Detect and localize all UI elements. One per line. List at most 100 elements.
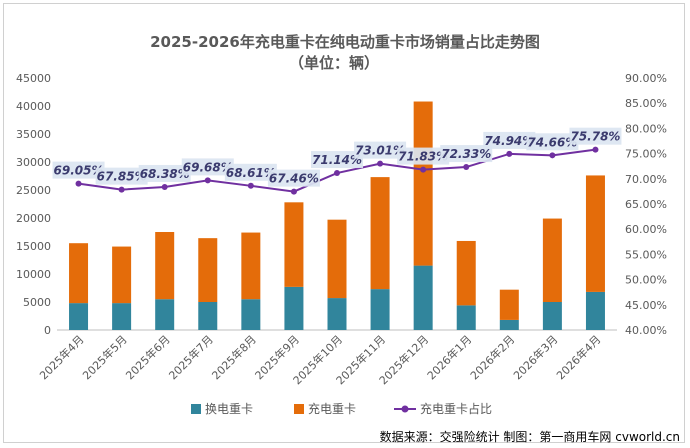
data-label: 71.14% [312, 153, 362, 167]
source-note: 数据来源：交强险统计 制图：第一商用车网 cvworld.cn [380, 429, 680, 444]
bar-charge [241, 232, 261, 300]
legend-swatch-charge [294, 404, 304, 414]
bar-swap [69, 303, 89, 330]
data-label: 69.05% [54, 164, 104, 178]
data-label: 68.38% [140, 167, 190, 181]
x-tick-label: 2025年6月 [123, 332, 173, 382]
x-tick-label: 2025年4月 [36, 332, 86, 382]
data-label: 68.61% [226, 166, 276, 180]
data-label-box [483, 131, 536, 149]
bar-swap [499, 319, 519, 330]
x-tick-label: 2025年5月 [80, 332, 130, 382]
y-right-tick-label: 80.00% [625, 122, 667, 135]
data-label: 74.94% [484, 134, 534, 148]
bar-charge [370, 177, 390, 290]
x-tick-label: 2026年4月 [553, 332, 603, 382]
legend-marker-ratio [401, 405, 409, 413]
ratio-point [290, 188, 297, 195]
data-label-box [138, 164, 191, 182]
bar-swap [284, 286, 304, 330]
data-label: 69.68% [183, 160, 233, 174]
data-label-box [224, 163, 277, 181]
ratio-point [377, 160, 384, 167]
bar-swap [456, 305, 476, 330]
data-label: 73.01% [355, 144, 405, 158]
data-label-box [526, 133, 579, 151]
data-label-box [569, 127, 622, 145]
bars [69, 101, 605, 330]
x-tick-label: 2026年2月 [467, 332, 517, 382]
y-left-tick-label: 0 [44, 324, 51, 337]
bar-swap [413, 265, 433, 330]
data-label-box [354, 141, 407, 159]
y-left-tick-label: 25000 [16, 184, 51, 197]
data-label-box [52, 161, 105, 179]
bar-swap [155, 299, 175, 330]
y-right-tick-label: 55.00% [625, 248, 667, 261]
bar-charge [284, 202, 304, 287]
y-right-tick-label: 65.00% [625, 198, 667, 211]
data-label: 71.83% [398, 150, 448, 164]
y-right-tick-label: 70.00% [625, 173, 667, 186]
legend-label-swap: 换电重卡 [205, 402, 253, 416]
y-right-tick-label: 75.00% [625, 148, 667, 161]
y-right-tick-label: 90.00% [625, 72, 667, 85]
bar-charge [499, 289, 519, 320]
data-label-box [267, 169, 320, 187]
y-left-tick-label: 40000 [16, 100, 51, 113]
ratio-point [161, 183, 168, 190]
bar-charge [69, 243, 89, 304]
ratio-point [463, 164, 470, 171]
ratio-line [75, 146, 599, 195]
y-left-tick-label: 5000 [23, 296, 51, 309]
legend-label-ratio: 充电重卡占比 [420, 401, 492, 416]
ratio-point [592, 146, 599, 153]
bar-charge [155, 232, 175, 300]
legend-label-charge: 充电重卡 [308, 401, 356, 416]
data-label-box [311, 151, 363, 169]
data-label-box [397, 147, 450, 165]
data-label-box [95, 167, 148, 185]
x-tick-label: 2026年3月 [510, 332, 560, 382]
ratio-point [549, 152, 556, 159]
data-label: 67.85% [97, 170, 147, 184]
x-tick-label: 2025年7月 [166, 332, 216, 382]
bar-charge [112, 246, 132, 304]
y-right-tick-label: 85.00% [625, 97, 667, 110]
data-labels: 69.05%67.85%68.38%69.68%68.61%67.46% 71.1… [52, 127, 622, 187]
bar-swap [112, 303, 132, 330]
y-left-tick-label: 10000 [16, 268, 51, 281]
y-right-tick-label: 50.00% [625, 274, 667, 287]
ratio-point [75, 180, 82, 187]
x-tick-label: 2025年8月 [209, 332, 259, 382]
bar-swap [327, 298, 347, 330]
y-left-tick-label: 45000 [16, 72, 51, 85]
ratio-point [334, 170, 340, 177]
data-label: 72.33% [441, 147, 491, 161]
y-left-tick-label: 35000 [16, 128, 51, 141]
data-label: 75.78% [570, 130, 620, 144]
data-label: 74.66% [527, 135, 577, 149]
bar-swap [542, 302, 562, 330]
y-right-tick-label: 60.00% [625, 223, 667, 236]
legend: 换电重卡 充电重卡 充电重卡占比 [191, 401, 492, 416]
ratio-point [420, 166, 427, 173]
data-label-box [440, 145, 493, 163]
ratio-point [247, 182, 254, 189]
bar-charge [542, 218, 562, 302]
ratio-point [204, 177, 211, 184]
y-left-tick-label: 20000 [16, 212, 51, 225]
bar-swap [198, 302, 218, 330]
bar-swap [241, 299, 261, 330]
bar-charge [456, 240, 476, 306]
legend-swatch-swap [191, 404, 201, 414]
y-right-tick-label: 40.00% [625, 324, 667, 337]
y-right-tick-label: 45.00% [625, 299, 667, 312]
ratio-point [506, 150, 513, 157]
bar-charge [413, 101, 433, 266]
x-tick-label: 2026年1月 [424, 332, 474, 382]
data-label-box [181, 158, 234, 176]
y-left-tick-label: 30000 [16, 156, 51, 169]
chart-title: 2025-2026年充电重卡在纯电动重卡市场销量占比走势图 [150, 33, 540, 51]
